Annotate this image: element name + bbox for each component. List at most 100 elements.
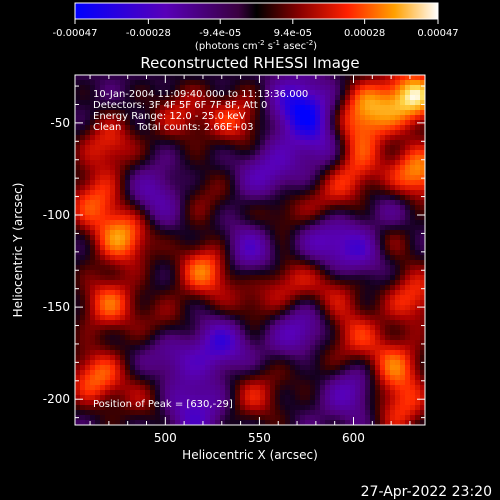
heatmap-cell [385,300,391,306]
heatmap-cell [380,270,386,276]
heatmap-cell [175,135,181,141]
heatmap-cell [95,170,101,176]
heatmap-cell [185,385,191,391]
heatmap-cell [205,230,211,236]
heatmap-cell [90,265,96,271]
heatmap-cell [160,195,166,201]
heatmap-cell [90,385,96,391]
heatmap-cell [340,340,346,346]
heatmap-cell [320,270,326,276]
heatmap-cell [340,185,346,191]
heatmap-cell [415,225,421,231]
heatmap-cell [420,140,425,146]
heatmap-cell [130,75,136,81]
heatmap-cell [75,185,81,191]
heatmap-cell [170,110,176,116]
heatmap-cell [405,95,411,101]
heatmap-cell [330,345,336,351]
heatmap-cell [145,380,151,386]
heatmap-cell [225,390,231,396]
heatmap-cell [285,415,291,421]
heatmap-cell [75,265,81,271]
heatmap-cell [155,210,161,216]
heatmap-cell [210,325,216,331]
heatmap-cell [390,365,396,371]
heatmap-cell [135,170,141,176]
heatmap-cell [375,290,381,296]
heatmap-cell [115,400,121,406]
heatmap-cell [130,380,136,386]
heatmap-cell [410,330,416,336]
heatmap-cell [390,230,396,236]
heatmap-cell [300,330,306,336]
heatmap-cell [195,350,201,356]
heatmap-cell [320,240,326,246]
heatmap-cell [105,305,111,311]
heatmap-cell [340,80,346,86]
heatmap-cell [290,150,296,156]
heatmap-cell [250,395,256,401]
heatmap-cell [270,215,276,221]
heatmap-cell [415,340,421,346]
heatmap-cell [175,265,181,271]
heatmap-cell [320,415,326,421]
heatmap-cell [255,110,261,116]
heatmap-cell [215,245,221,251]
heatmap-cell [245,335,251,341]
heatmap-cell [400,350,406,356]
heatmap-cell [85,130,91,136]
heatmap-cell [220,375,226,381]
heatmap-cell [135,345,141,351]
heatmap-cell [295,415,301,421]
heatmap-cell [390,190,396,196]
heatmap-cell [350,385,356,391]
heatmap-cell [260,245,266,251]
heatmap-cell [170,170,176,176]
heatmap-cell [280,380,286,386]
heatmap-cell [90,300,96,306]
heatmap-cell [220,200,226,206]
heatmap-cell [365,310,371,316]
heatmap-cell [310,335,316,341]
heatmap-cell [95,245,101,251]
heatmap-cell [235,420,241,425]
heatmap-cell [220,85,226,91]
heatmap-cell [155,280,161,286]
heatmap-cell [160,225,166,231]
heatmap-cell [230,235,236,241]
heatmap-cell [205,390,211,396]
heatmap-cell [310,400,316,406]
heatmap-cell [80,420,86,425]
heatmap-cell [275,345,281,351]
heatmap-cell [120,170,126,176]
heatmap-cell [330,270,336,276]
heatmap-cell [370,85,376,91]
heatmap-cell [270,350,276,356]
heatmap-cell [410,195,416,201]
heatmap-cell [165,405,171,411]
heatmap-cell [90,400,96,406]
heatmap-cell [235,370,241,376]
heatmap-cell [155,100,161,106]
heatmap-cell [335,240,341,246]
heatmap-cell [330,215,336,221]
heatmap-cell [390,110,396,116]
heatmap-cell [275,405,281,411]
heatmap-cell [380,75,386,81]
heatmap-cell [420,365,425,371]
heatmap-cell [330,225,336,231]
heatmap-cell [100,75,106,81]
heatmap-cell [100,350,106,356]
heatmap-cell [195,300,201,306]
heatmap-cell [170,185,176,191]
heatmap-cell [305,390,311,396]
heatmap-cell [175,305,181,311]
heatmap-cell [275,290,281,296]
heatmap-cell [80,270,86,276]
heatmap-cell [125,150,131,156]
heatmap-cell [230,125,236,131]
heatmap-cell [205,185,211,191]
heatmap-cell [280,250,286,256]
heatmap-cell [330,80,336,86]
heatmap-cell [405,185,411,191]
